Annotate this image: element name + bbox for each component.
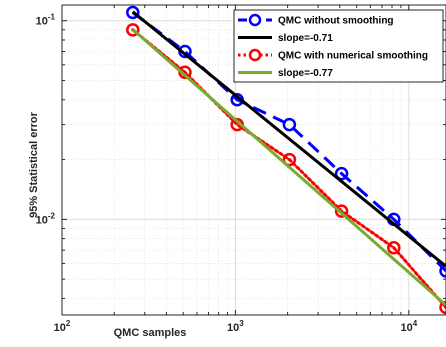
y-tick-label-base: 10 <box>36 214 48 226</box>
y-tick-label-exponent: -2 <box>48 211 56 220</box>
legend-label: slope=-0.77 <box>278 68 333 79</box>
x-axis-title: QMC samples <box>114 327 187 339</box>
legend: QMC without smoothing slope=-0.71 QMC with… <box>233 9 444 83</box>
data-point-qmc-with-numerical-smoothing <box>282 152 297 167</box>
y-tick-labels: 10-210-1 <box>36 13 56 227</box>
series-line-qmc-without-smoothing <box>131 11 446 272</box>
y-tick-label: 10-2 <box>36 211 56 226</box>
x-tick-label-base: 10 <box>400 322 412 334</box>
data-point-qmc-without-smoothing <box>334 166 349 181</box>
legend-label: QMC without smoothing <box>278 16 394 27</box>
x-tick-label-base: 10 <box>227 322 239 334</box>
x-tick-label-exponent: 4 <box>413 319 418 328</box>
data-point-qmc-with-numerical-smoothing <box>439 300 446 315</box>
legend-label: slope=-0.71 <box>278 33 333 44</box>
data-point-qmc-with-numerical-smoothing <box>334 204 349 218</box>
series-slope-0-71 <box>131 10 446 268</box>
series-line-qmc-with-numerical-smoothing <box>131 28 446 309</box>
axis-ticks <box>61 5 446 315</box>
legend-label: QMC with numerical smoothing <box>278 51 428 62</box>
series-line-slope-0-71 <box>131 10 446 268</box>
x-tick-label-exponent: 2 <box>66 319 71 328</box>
y-tick-label: 10-1 <box>36 13 56 28</box>
legend-swatch-marker <box>248 13 262 27</box>
data-point-qmc-without-smoothing <box>282 117 297 132</box>
data-point-qmc-with-numerical-smoothing <box>387 240 401 255</box>
y-tick-label-base: 10 <box>36 16 48 28</box>
series-line-slope-0-77 <box>131 28 446 307</box>
data-point-qmc-without-smoothing <box>126 5 140 20</box>
legend-box <box>233 9 444 83</box>
legend-swatch-marker <box>248 48 262 62</box>
data-point-qmc-without-smoothing <box>439 264 446 278</box>
x-tick-labels: 102 103 104 <box>54 319 418 334</box>
x-tick-label: 104 <box>400 319 417 334</box>
data-point-qmc-with-numerical-smoothing <box>126 23 140 37</box>
series-layer <box>126 5 446 315</box>
series-slope-0-77 <box>131 28 446 307</box>
x-tick-label-exponent: 3 <box>239 319 244 328</box>
x-tick-label: 103 <box>227 319 244 334</box>
y-tick-label-exponent: -1 <box>48 13 56 22</box>
x-tick-label-base: 10 <box>54 322 66 334</box>
y-axis-title: 95% Statistical error <box>28 111 40 217</box>
x-tick-label: 102 <box>54 319 71 334</box>
